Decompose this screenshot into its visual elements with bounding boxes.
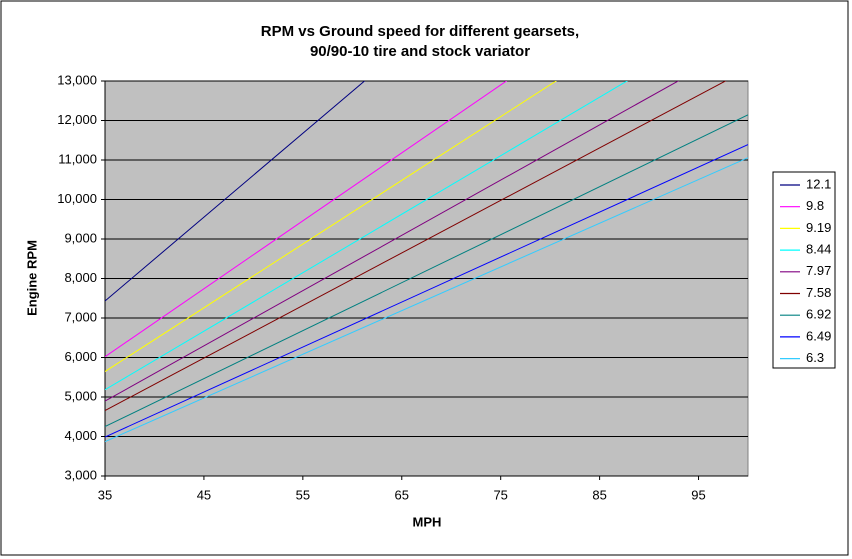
series-line: [105, 144, 748, 438]
x-tick-label: 35: [98, 487, 112, 502]
series-line: [105, 81, 557, 372]
y-tick-label: 5,000: [64, 388, 97, 403]
series-line: [105, 114, 748, 428]
y-tick-label: 7,000: [64, 309, 97, 324]
x-tick-label: 75: [493, 487, 507, 502]
chart-title: RPM vs Ground speed for different gearse…: [261, 23, 579, 40]
legend-label: 7.58: [806, 285, 831, 300]
y-tick-label: 4,000: [64, 428, 97, 443]
x-tick-label: 55: [296, 487, 310, 502]
legend-label: 9.19: [806, 220, 831, 235]
x-tick-label: 65: [395, 487, 409, 502]
legend-label: 6.49: [806, 328, 831, 343]
series-line: [105, 81, 508, 358]
y-tick-label: 6,000: [64, 349, 97, 364]
series-group: [105, 81, 748, 443]
y-tick-label: 13,000: [57, 72, 97, 87]
series-line: [105, 81, 680, 402]
legend-label: 8.44: [806, 242, 831, 257]
legend-label: 7.97: [806, 263, 831, 278]
x-tick-label: 45: [197, 487, 211, 502]
y-tick-label: 11,000: [58, 151, 97, 166]
x-tick-label: 95: [691, 487, 705, 502]
x-axis-label: MPH: [413, 514, 442, 529]
series-line: [105, 81, 366, 302]
legend-label: 6.92: [806, 307, 831, 322]
series-line: [105, 157, 748, 443]
y-tick-label: 10,000: [57, 191, 97, 206]
series-line: [105, 81, 628, 391]
x-tick-label: 85: [592, 487, 606, 502]
y-tick-label: 3,000: [64, 467, 97, 482]
legend: [772, 171, 836, 369]
y-axis-label: Engine RPM: [24, 240, 39, 316]
series-line: [105, 81, 727, 412]
y-tick-label: 9,000: [64, 230, 97, 245]
legend-label: 9.8: [806, 198, 824, 213]
chart-title: 90/90-10 tire and stock variator: [310, 43, 530, 60]
y-tick-label: 8,000: [64, 270, 97, 285]
legend-label: 6.3: [806, 350, 824, 365]
y-tick-label: 12,000: [57, 112, 97, 127]
legend-label: 12.1: [806, 176, 831, 191]
